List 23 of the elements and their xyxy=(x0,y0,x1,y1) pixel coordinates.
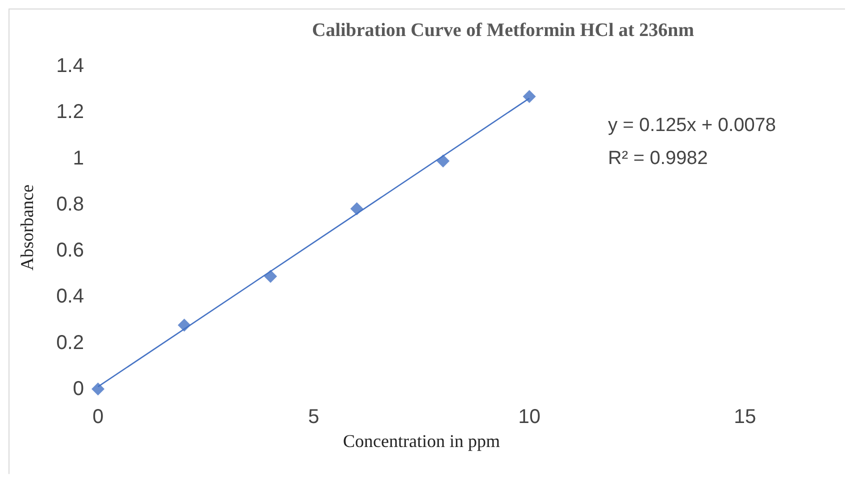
y-tick-label: 1.4 xyxy=(56,55,84,77)
x-tick-label: 10 xyxy=(518,406,540,428)
x-tick-label: 5 xyxy=(308,406,320,428)
annotation: y = 0.125x + 0.0078 xyxy=(608,115,776,136)
y-tick-label: 0 xyxy=(72,378,84,400)
point xyxy=(350,202,364,216)
x-axis-title: Concentration in ppm xyxy=(343,430,500,451)
point xyxy=(264,270,278,283)
y-tick-label: 1 xyxy=(72,147,84,170)
point xyxy=(92,382,104,396)
y-tick-label: 0.4 xyxy=(56,286,84,308)
point xyxy=(522,90,536,103)
x-tick-label: 15 xyxy=(734,406,756,428)
annotation: R² = 0.9982 xyxy=(608,148,708,169)
y-tick-label: 0.2 xyxy=(56,332,84,354)
y-tick-label: 0.8 xyxy=(56,193,84,216)
chart-title: Calibration Curve of Metformin HCl at 236nm xyxy=(312,20,694,41)
y-tick-label: 0.6 xyxy=(56,240,84,262)
point xyxy=(178,318,191,332)
y-tick-label: 1.2 xyxy=(56,101,84,124)
x-tick-label: 0 xyxy=(92,406,104,428)
point xyxy=(436,154,450,168)
y-axis-title: Absorbance xyxy=(17,184,37,270)
